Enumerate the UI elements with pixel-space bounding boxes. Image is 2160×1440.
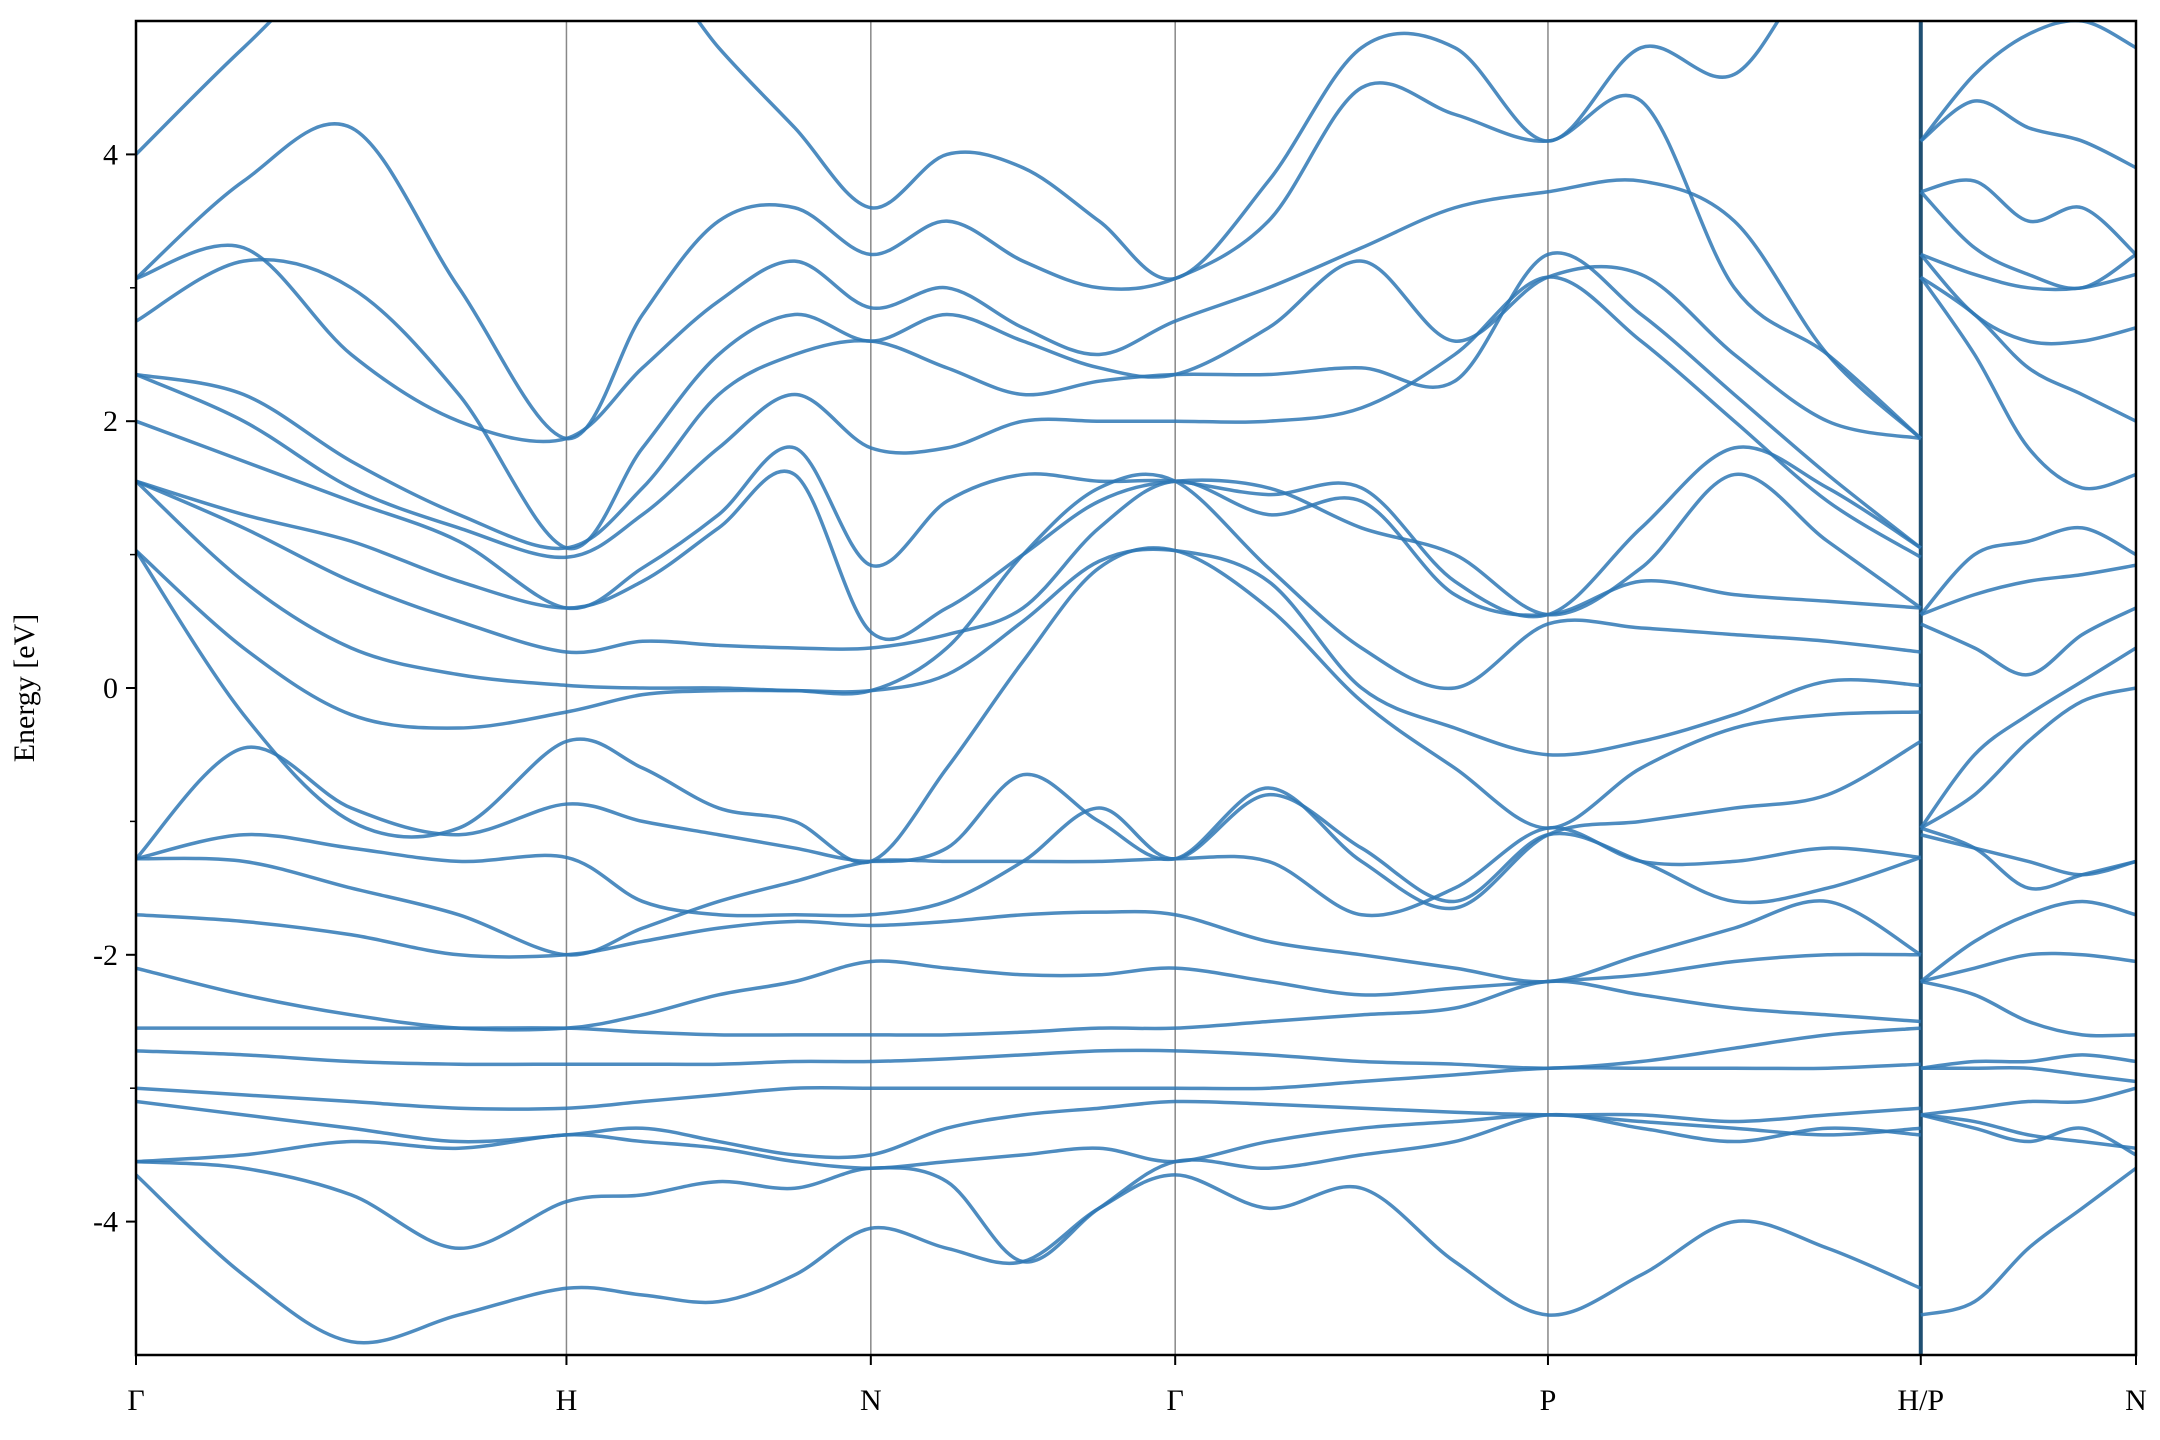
band-line <box>1919 899 2136 983</box>
y-axis-label: Energy [eV] <box>8 614 41 763</box>
band-line <box>1920 979 2136 1038</box>
band-line <box>1920 1113 2136 1157</box>
y-tick-label: -4 <box>93 1206 118 1239</box>
band-line <box>1920 951 2136 984</box>
axes: Γ H N Γ P H/P N -4 -2 0 2 4 <box>93 19 2147 1417</box>
x-tick-label: P <box>1540 1384 1557 1417</box>
band-line <box>136 472 1921 696</box>
x-tick-label: Γ <box>1167 1384 1184 1417</box>
band-line <box>1919 99 2136 170</box>
band-line <box>1919 646 2136 830</box>
bands <box>136 21 2136 1345</box>
plot-frame <box>134 19 2138 1357</box>
band-line <box>136 251 1922 551</box>
y-tick-label: -2 <box>93 939 118 972</box>
band-line <box>136 739 1922 911</box>
band-line <box>1920 1086 2136 1117</box>
band-line <box>136 1112 1921 1264</box>
y-tick-label: 2 <box>103 405 118 438</box>
band-line <box>136 899 1922 984</box>
band-line <box>1920 1166 2136 1317</box>
band-line <box>1920 833 2136 877</box>
band-line <box>1920 178 2136 256</box>
band-line <box>1919 276 2136 491</box>
band-line <box>1919 525 2136 616</box>
band-line <box>136 1173 1922 1345</box>
band-line <box>136 419 1922 619</box>
band-line <box>136 21 1780 281</box>
band-line <box>136 952 1921 1032</box>
band-line <box>136 479 1921 655</box>
band-line <box>136 1026 1921 1070</box>
band-line <box>136 792 1922 918</box>
band-line <box>1920 1065 2136 1084</box>
band-line <box>136 275 1922 560</box>
band-line <box>1920 1113 2136 1150</box>
band-line <box>1920 563 2136 617</box>
band-line <box>136 81 1922 441</box>
band-line <box>136 825 1921 957</box>
x-tick-label: H/P <box>1897 1384 1944 1417</box>
y-tick-label: 0 <box>103 672 118 705</box>
y-tick-label: 4 <box>103 138 118 171</box>
x-tick-label: N <box>2125 1384 2147 1417</box>
band-line <box>1919 253 2136 346</box>
x-tick-label: N <box>860 1384 882 1417</box>
x-tick-label: Γ <box>127 1384 144 1417</box>
band-line <box>1919 190 2136 291</box>
band-line <box>136 1113 1921 1170</box>
band-line <box>1919 21 2136 143</box>
band-line <box>1920 252 2136 292</box>
band-line <box>136 178 1922 444</box>
band-line <box>136 979 1921 1037</box>
x-tick-label: H <box>556 1384 578 1417</box>
band-line <box>136 257 1922 551</box>
band-line <box>1920 1053 2136 1070</box>
band-line <box>136 547 1921 757</box>
band-line <box>1920 606 2136 677</box>
band-line <box>136 546 1921 865</box>
band-line <box>1920 826 2136 891</box>
band-line <box>136 1099 1921 1160</box>
band-line <box>136 1062 1921 1111</box>
band-line <box>1919 686 2136 830</box>
band-line <box>136 469 1922 642</box>
band-line <box>1919 275 2136 423</box>
